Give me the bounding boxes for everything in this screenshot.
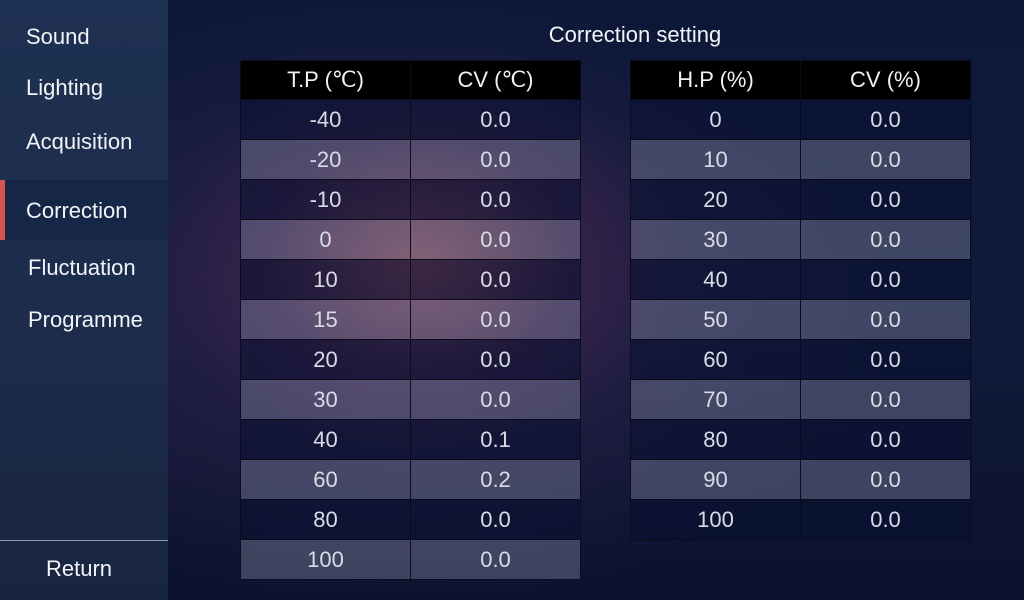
cv-value-cell[interactable]: 0.0	[800, 179, 971, 220]
point-cell: 30	[630, 219, 801, 260]
sidebar-item-acquisition[interactable]: Acquisition	[26, 129, 133, 154]
table-row: 0 0.0	[630, 99, 971, 140]
column-header: T.P (℃)	[240, 60, 411, 100]
point-cell: 80	[630, 419, 801, 460]
cv-value-cell[interactable]: 0.0	[410, 219, 581, 260]
cv-value-cell[interactable]: 0.0	[410, 179, 581, 220]
cv-value-cell[interactable]: 0.0	[800, 299, 971, 340]
cv-value-cell[interactable]: 0.0	[410, 379, 581, 420]
table-row: 30 0.0	[630, 219, 971, 260]
cv-value-cell[interactable]: 0.0	[800, 219, 971, 260]
point-cell: 0	[630, 99, 801, 140]
sidebar-item-correction[interactable]: Correction	[0, 180, 168, 240]
table-row: 60 0.0	[630, 339, 971, 380]
table-row: 60 0.2	[240, 459, 581, 500]
cv-value-cell[interactable]: 0.0	[800, 419, 971, 460]
sidebar-item-programme[interactable]: Programme	[28, 307, 143, 332]
sidebar-item-sound[interactable]: Sound	[26, 24, 90, 49]
cv-value-cell[interactable]: 0.0	[410, 499, 581, 540]
cv-value-cell[interactable]: 0.0	[410, 99, 581, 140]
cv-value-cell[interactable]: 0.0	[410, 339, 581, 380]
table-row: 80 0.0	[240, 499, 581, 540]
point-cell: 100	[240, 539, 411, 580]
point-cell: 60	[630, 339, 801, 380]
point-cell: 40	[630, 259, 801, 300]
point-cell: 70	[630, 379, 801, 420]
table-row: 20 0.0	[630, 179, 971, 220]
sidebar: Sound Lighting Acquisition Correction Fl…	[0, 0, 168, 600]
table-row: 70 0.0	[630, 379, 971, 420]
point-cell: 15	[240, 299, 411, 340]
humidity-correction-table: H.P (%) CV (%) 0 0.0 10 0.0 20 0.0 30 0.0 40 0.0 50 0…	[630, 60, 971, 540]
point-cell: 10	[240, 259, 411, 300]
sidebar-item-lighting[interactable]: Lighting	[26, 75, 104, 100]
header-row: T.P (℃) CV (℃)	[240, 60, 581, 100]
point-cell: 30	[240, 379, 411, 420]
point-cell: -40	[240, 99, 411, 140]
return-button[interactable]: Return	[46, 556, 113, 581]
header-row: H.P (%) CV (%)	[630, 60, 971, 100]
cv-value-cell[interactable]: 0.0	[800, 259, 971, 300]
sidebar-item-fluctuation[interactable]: Fluctuation	[28, 255, 136, 280]
column-header: CV (℃)	[410, 60, 581, 100]
cv-value-cell[interactable]: 0.0	[800, 99, 971, 140]
cv-value-cell[interactable]: 0.0	[410, 299, 581, 340]
column-header: CV (%)	[800, 60, 971, 100]
cv-value-cell[interactable]: 0.2	[410, 459, 581, 500]
table-row: 90 0.0	[630, 459, 971, 500]
column-header: H.P (%)	[630, 60, 801, 100]
table-row: 10 0.0	[240, 259, 581, 300]
table-row: 50 0.0	[630, 299, 971, 340]
point-cell: 90	[630, 459, 801, 500]
point-cell: 10	[630, 139, 801, 180]
table-row: 30 0.0	[240, 379, 581, 420]
temperature-correction-table: T.P (℃) CV (℃) -40 0.0 -20 0.0 -10 0.0 0 0.0 10 0.0…	[240, 60, 581, 580]
cv-value-cell[interactable]: 0.0	[800, 459, 971, 500]
table-row: -20 0.0	[240, 139, 581, 180]
divider	[0, 540, 168, 541]
point-cell: -10	[240, 179, 411, 220]
table-row: 10 0.0	[630, 139, 971, 180]
point-cell: 0	[240, 219, 411, 260]
cv-value-cell[interactable]: 0.0	[800, 339, 971, 380]
table-row: 0 0.0	[240, 219, 581, 260]
table-row: 40 0.1	[240, 419, 581, 460]
cv-value-cell[interactable]: 0.0	[410, 139, 581, 180]
page-title: Correction setting	[548, 22, 722, 47]
table-row: -40 0.0	[240, 99, 581, 140]
table-row: 100 0.0	[240, 539, 581, 580]
table-row: -10 0.0	[240, 179, 581, 220]
point-cell: 20	[630, 179, 801, 220]
point-cell: 60	[240, 459, 411, 500]
cv-value-cell[interactable]: 0.0	[410, 539, 581, 580]
point-cell: 100	[630, 499, 801, 540]
cv-value-cell[interactable]: 0.0	[800, 499, 971, 540]
point-cell: 80	[240, 499, 411, 540]
point-cell: -20	[240, 139, 411, 180]
cv-value-cell[interactable]: 0.0	[800, 139, 971, 180]
point-cell: 50	[630, 299, 801, 340]
cv-value-cell[interactable]: 0.0	[800, 379, 971, 420]
table-row: 40 0.0	[630, 259, 971, 300]
table-row: 80 0.0	[630, 419, 971, 460]
cv-value-cell[interactable]: 0.0	[410, 259, 581, 300]
table-row: 20 0.0	[240, 339, 581, 380]
table-row: 100 0.0	[630, 499, 971, 540]
cv-value-cell[interactable]: 0.1	[410, 419, 581, 460]
table-row: 15 0.0	[240, 299, 581, 340]
point-cell: 20	[240, 339, 411, 380]
point-cell: 40	[240, 419, 411, 460]
